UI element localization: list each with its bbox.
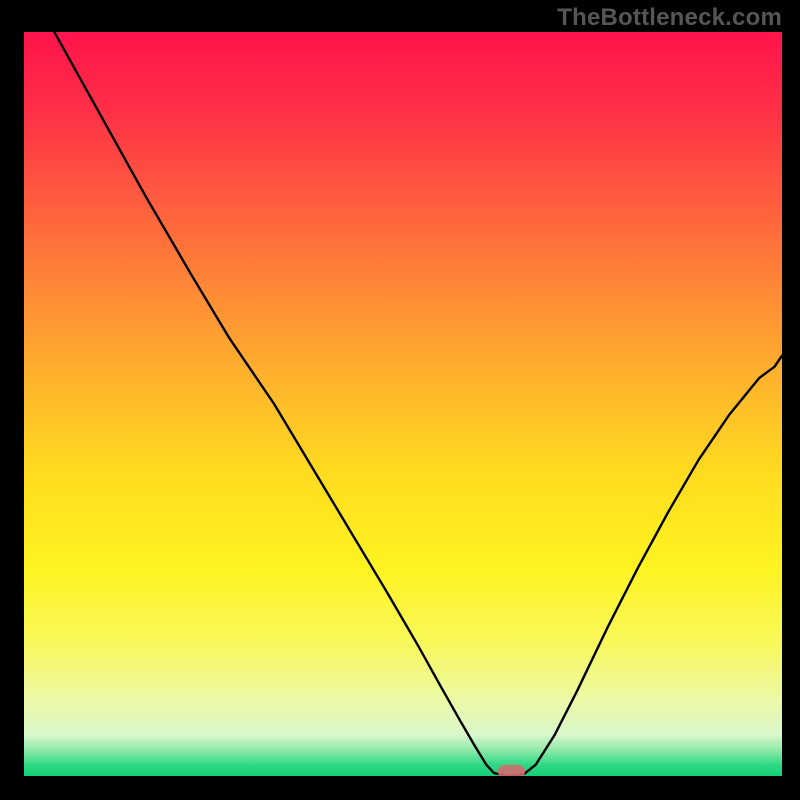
plot-area (24, 32, 782, 776)
chart-frame: TheBottleneck.com (0, 0, 800, 800)
gradient-background (24, 32, 782, 776)
bottleneck-chart (24, 32, 782, 776)
optimum-marker (498, 765, 525, 776)
watermark-text: TheBottleneck.com (557, 4, 782, 32)
